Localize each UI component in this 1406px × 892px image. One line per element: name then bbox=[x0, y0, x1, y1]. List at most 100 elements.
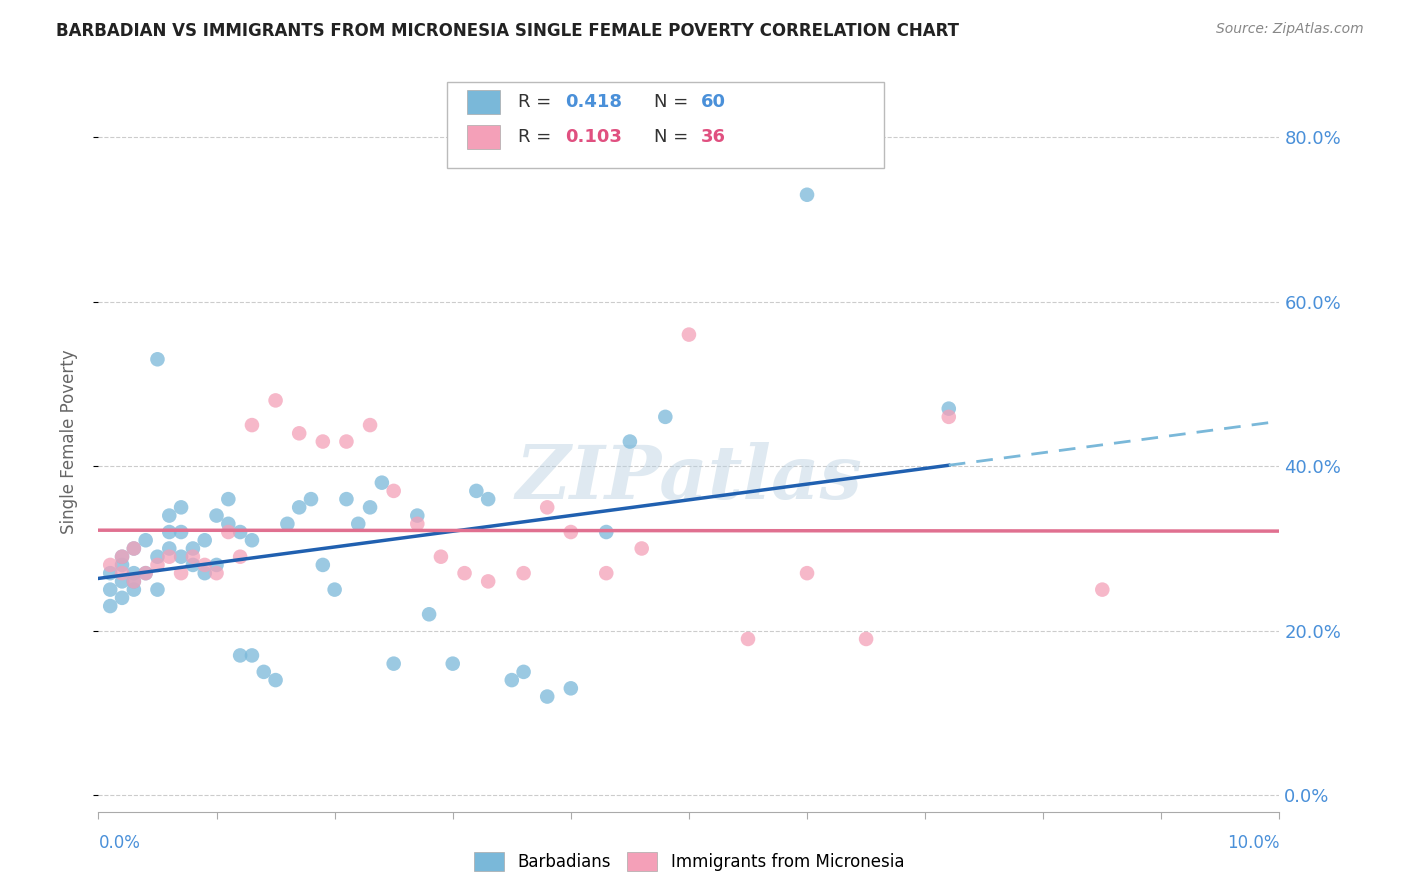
Point bbox=[135, 566, 157, 581]
Text: ZIPatlas: ZIPatlas bbox=[516, 442, 862, 515]
Point bbox=[205, 508, 228, 523]
Point bbox=[122, 566, 145, 581]
Point bbox=[194, 566, 217, 581]
Point bbox=[217, 524, 239, 539]
Point bbox=[938, 409, 960, 424]
Point bbox=[229, 524, 252, 539]
Point bbox=[595, 566, 617, 581]
Point bbox=[382, 483, 405, 498]
Point bbox=[512, 665, 534, 679]
Point bbox=[240, 648, 263, 663]
Point bbox=[253, 665, 276, 679]
Point bbox=[938, 401, 960, 416]
Point bbox=[276, 516, 298, 531]
Point bbox=[111, 591, 134, 605]
Point bbox=[146, 558, 169, 572]
Text: N =: N = bbox=[654, 128, 693, 146]
Point bbox=[170, 566, 193, 581]
Point bbox=[229, 549, 252, 564]
Point bbox=[205, 566, 228, 581]
Text: 0.0%: 0.0% bbox=[98, 834, 141, 852]
Point bbox=[288, 426, 311, 441]
Point bbox=[453, 566, 475, 581]
Point bbox=[217, 492, 239, 507]
Point bbox=[111, 558, 134, 572]
Point bbox=[170, 500, 193, 515]
Point bbox=[205, 558, 228, 572]
Point bbox=[98, 558, 121, 572]
Point bbox=[299, 492, 322, 507]
Point bbox=[170, 549, 193, 564]
Point bbox=[796, 187, 818, 202]
Text: Source: ZipAtlas.com: Source: ZipAtlas.com bbox=[1216, 22, 1364, 37]
Point bbox=[323, 582, 346, 597]
Text: R =: R = bbox=[517, 94, 557, 112]
Point bbox=[1091, 582, 1114, 597]
Point bbox=[122, 541, 145, 556]
Point bbox=[560, 681, 582, 696]
Point bbox=[418, 607, 440, 622]
Point bbox=[654, 409, 676, 424]
Point bbox=[371, 475, 394, 490]
Point bbox=[359, 500, 381, 515]
Text: R =: R = bbox=[517, 128, 557, 146]
Text: 60: 60 bbox=[700, 94, 725, 112]
Point bbox=[382, 657, 405, 671]
Y-axis label: Single Female Poverty: Single Female Poverty bbox=[59, 350, 77, 533]
Point bbox=[181, 558, 204, 572]
Point bbox=[98, 582, 121, 597]
Point bbox=[595, 524, 617, 539]
Point bbox=[312, 434, 335, 449]
Point bbox=[737, 632, 759, 646]
Point bbox=[855, 632, 877, 646]
Point bbox=[406, 516, 429, 531]
Point bbox=[619, 434, 641, 449]
Point bbox=[240, 418, 263, 433]
Point bbox=[347, 516, 370, 531]
Point bbox=[501, 673, 523, 687]
Bar bbox=[467, 125, 501, 149]
Point bbox=[217, 516, 239, 531]
Point bbox=[229, 648, 252, 663]
Text: 0.103: 0.103 bbox=[565, 128, 621, 146]
Point bbox=[122, 574, 145, 589]
Point bbox=[536, 500, 558, 515]
Point bbox=[335, 434, 357, 449]
Point bbox=[157, 508, 180, 523]
Point bbox=[122, 582, 145, 597]
Point bbox=[560, 524, 582, 539]
Point bbox=[288, 500, 311, 515]
Bar bbox=[467, 90, 501, 114]
Point bbox=[122, 541, 145, 556]
Point bbox=[441, 657, 464, 671]
Point bbox=[194, 533, 217, 548]
Point bbox=[98, 566, 121, 581]
Point bbox=[181, 541, 204, 556]
Point bbox=[264, 393, 287, 408]
Point bbox=[157, 524, 180, 539]
Point bbox=[157, 541, 180, 556]
Point bbox=[512, 566, 534, 581]
Point bbox=[477, 574, 499, 589]
Point bbox=[135, 566, 157, 581]
Legend: Barbadians, Immigrants from Micronesia: Barbadians, Immigrants from Micronesia bbox=[467, 845, 911, 878]
Point bbox=[146, 352, 169, 367]
Point bbox=[170, 524, 193, 539]
Point bbox=[122, 574, 145, 589]
Point bbox=[796, 566, 818, 581]
Point bbox=[359, 418, 381, 433]
Point bbox=[430, 549, 453, 564]
Point bbox=[111, 549, 134, 564]
Point bbox=[146, 582, 169, 597]
Point bbox=[335, 492, 357, 507]
Point bbox=[157, 549, 180, 564]
Point bbox=[477, 492, 499, 507]
Point bbox=[181, 549, 204, 564]
Text: N =: N = bbox=[654, 94, 693, 112]
Text: 10.0%: 10.0% bbox=[1227, 834, 1279, 852]
Point bbox=[240, 533, 263, 548]
Point bbox=[146, 549, 169, 564]
Point bbox=[135, 533, 157, 548]
Point bbox=[98, 599, 121, 613]
Point bbox=[406, 508, 429, 523]
